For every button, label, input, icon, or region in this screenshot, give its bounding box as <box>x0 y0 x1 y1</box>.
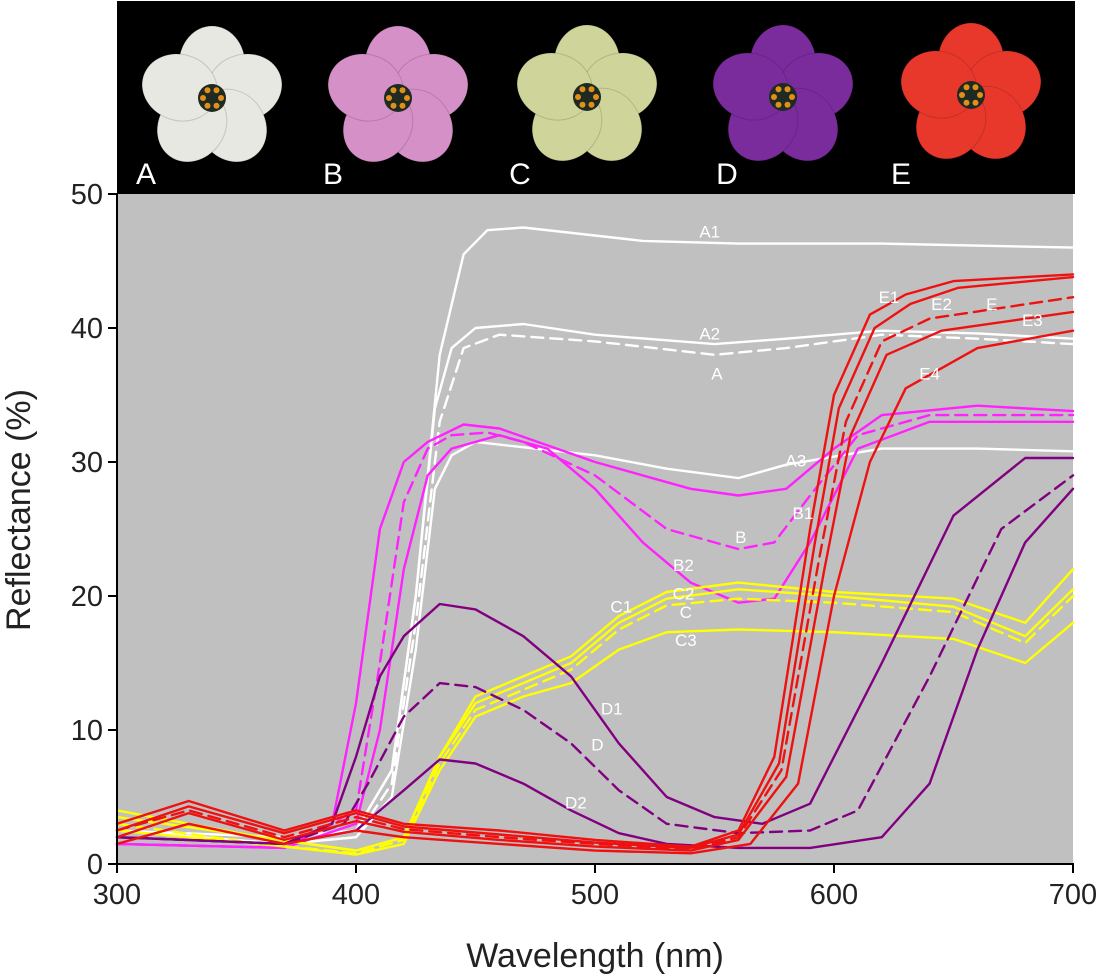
plot-area <box>117 194 1073 864</box>
annotation-a1: A1 <box>699 223 720 242</box>
anther <box>390 102 397 109</box>
annotation-c1: C1 <box>610 598 632 617</box>
anther <box>771 94 777 100</box>
anther <box>963 84 970 91</box>
anther <box>977 92 983 98</box>
annotation-e4: E4 <box>919 365 940 384</box>
anther <box>972 99 979 106</box>
annotation-c3: C3 <box>675 631 697 650</box>
flower-photos <box>141 22 1042 163</box>
y-axis-label: Reflectance (%) <box>0 389 38 631</box>
annotation-b: B <box>735 528 746 547</box>
x-tick-label: 300 <box>93 879 141 911</box>
annotation-b2: B2 <box>673 556 694 575</box>
y-tick-label: 30 <box>71 447 103 479</box>
series-line-d-dashed <box>115 474 1075 846</box>
anther <box>213 102 220 109</box>
anther <box>784 101 791 108</box>
annotation-e1: E1 <box>879 288 900 307</box>
anther <box>588 86 595 93</box>
anther <box>390 87 397 94</box>
x-tick-label: 500 <box>571 879 619 911</box>
series-line-d1 <box>115 456 1075 846</box>
flower-photo-b <box>327 25 469 163</box>
annotation-layer: A1 A2 A A3 B1 B B2 C1 C2C C3 D1 D D2 E1 E2 E E3 E4 <box>565 223 1043 813</box>
annotation-d: D <box>591 736 603 755</box>
series-line-e2 <box>115 275 1075 850</box>
anther <box>200 95 206 101</box>
annotation-d2: D2 <box>565 793 587 812</box>
flower-photo-c <box>516 24 658 162</box>
anther <box>588 101 595 108</box>
annotation-a2: A2 <box>699 324 720 343</box>
panel-label-a: A <box>136 158 156 191</box>
anther <box>404 95 410 101</box>
flower-photo-e <box>900 22 1042 160</box>
flower-photo-d <box>712 24 854 162</box>
anther <box>579 86 586 93</box>
x-axis-label: Wavelength (nm) <box>466 937 724 975</box>
annotation-c2: C2 <box>673 584 695 603</box>
annotation-e: E <box>986 295 997 314</box>
series-line-c2 <box>115 588 1075 852</box>
series-line-e3 <box>115 310 1075 852</box>
y-tick-label: 40 <box>71 313 103 345</box>
anther <box>204 102 211 109</box>
anther <box>399 87 406 94</box>
axes: 300 400 500 600 700 0 10 20 30 40 50 <box>71 179 1097 911</box>
anther <box>579 101 586 108</box>
panel-label-b: B <box>323 158 343 191</box>
anther <box>784 86 791 93</box>
series-line-a-dashed <box>115 333 1075 846</box>
annotation-c: C <box>680 603 692 622</box>
anther <box>218 95 224 101</box>
annotation-a3: A3 <box>785 452 806 471</box>
annotation-d1: D1 <box>601 700 623 719</box>
anther <box>972 84 979 91</box>
x-tick-label: 700 <box>1049 879 1097 911</box>
series-line-c-dashed <box>115 594 1075 855</box>
series-line-d2 <box>115 487 1075 850</box>
anther <box>575 94 581 100</box>
y-tick-label: 0 <box>87 849 103 881</box>
x-tick-label: 400 <box>332 879 380 911</box>
annotation-a: A <box>711 365 723 384</box>
anther <box>963 99 970 106</box>
annotation-e3: E3 <box>1022 311 1043 330</box>
panel-labels: A B C D E <box>136 158 911 191</box>
y-tick-label: 20 <box>71 581 103 613</box>
panel-label-e: E <box>891 158 911 191</box>
series-line-a2 <box>115 322 1075 846</box>
flower-photo-a <box>141 25 283 163</box>
annotation-b1: B1 <box>793 504 814 523</box>
anther <box>775 86 782 93</box>
annotation-e2: E2 <box>931 295 952 314</box>
x-tick-label: 600 <box>810 879 858 911</box>
series-line-c3 <box>115 621 1075 856</box>
anther <box>204 87 211 94</box>
panel-label-c: C <box>509 158 531 191</box>
anther <box>213 87 220 94</box>
anther <box>959 92 965 98</box>
anther <box>593 94 599 100</box>
series-line-e4 <box>115 329 1075 855</box>
y-tick-label: 10 <box>71 715 103 747</box>
anther <box>386 95 392 101</box>
anther <box>399 102 406 109</box>
y-tick-label: 50 <box>71 179 103 211</box>
panel-label-d: D <box>716 158 738 191</box>
series-line-e-dashed <box>115 296 1075 851</box>
series-line-e1 <box>115 273 1075 848</box>
anther <box>775 101 782 108</box>
series-layer <box>115 226 1075 856</box>
anther <box>789 94 795 100</box>
